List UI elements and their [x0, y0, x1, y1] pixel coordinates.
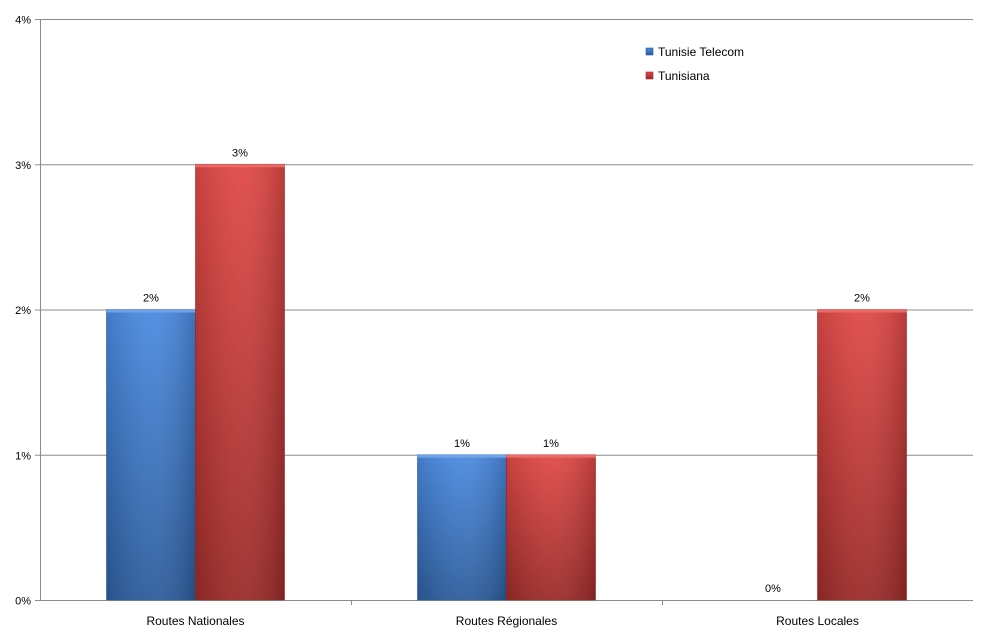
- bar-top-1-0: [417, 454, 507, 458]
- bar-top-2-1: [817, 309, 907, 313]
- x-category-label-1: Routes Régionales: [456, 614, 557, 628]
- data-label-0-1: 3%: [232, 147, 248, 159]
- legend-label-0: Tunisie Telecom: [658, 45, 744, 59]
- y-tick-label-2: 2%: [15, 305, 31, 317]
- bar-shade-0-0: [106, 309, 196, 600]
- bar-shade-1-1: [506, 454, 596, 600]
- y-tick-label-0: 0%: [15, 596, 31, 608]
- bar-top-0-1: [195, 164, 285, 168]
- bars: [106, 163, 907, 601]
- y-tick-label-1: 1%: [15, 450, 31, 462]
- bar-shade-0-1: [195, 164, 285, 600]
- x-category-label-0: Routes Nationales: [146, 614, 244, 628]
- y-tick-label-4: 4%: [15, 15, 31, 27]
- legend-swatch-1: [645, 71, 654, 80]
- bar-shade-2-1: [817, 309, 907, 600]
- bar-top-0-0: [106, 309, 196, 313]
- bar-shade-1-0: [417, 454, 507, 600]
- legend-swatch-0: [645, 47, 654, 56]
- bar-top-1-1: [506, 454, 596, 458]
- legend: Tunisie Telecom Tunisiana: [645, 45, 744, 83]
- x-category-label-2: Routes Locales: [776, 614, 859, 628]
- data-label-0-0: 2%: [143, 293, 159, 305]
- axes: 0% 1% 2% 3% 4% Routes Nationales Routes Région…: [15, 15, 973, 628]
- legend-label-1: Tunisiana: [658, 69, 710, 83]
- data-labels: 2% 3% 1% 1% 0% 2%: [143, 147, 870, 595]
- y-tick-label-3: 3%: [15, 160, 31, 172]
- data-label-2-1: 2%: [854, 293, 870, 305]
- data-label-1-1: 1%: [543, 438, 559, 450]
- data-label-1-0: 1%: [454, 438, 470, 450]
- data-label-2-0: 0%: [765, 583, 781, 595]
